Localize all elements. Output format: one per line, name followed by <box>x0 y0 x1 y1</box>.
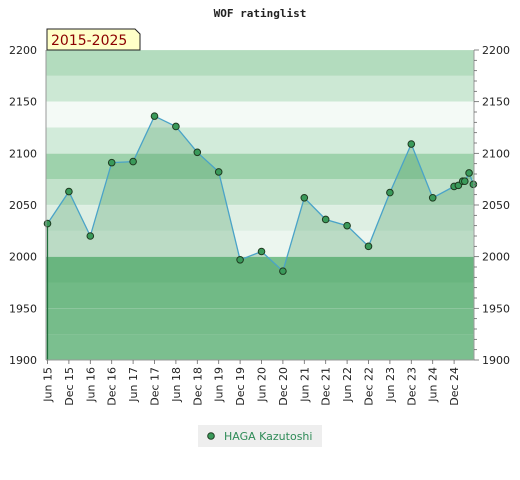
plot-area <box>43 49 478 361</box>
rating-band-3 <box>46 256 474 283</box>
x-tick-label-13: Dec 21 <box>320 367 333 406</box>
x-tick-label-8: Jun 19 <box>213 367 226 403</box>
series-markers <box>43 112 478 275</box>
x-tick-label-16: Jun 23 <box>384 367 397 403</box>
x-tick-label-11: Dec 20 <box>277 367 290 406</box>
data-point-12 <box>300 193 309 202</box>
rating-band-11 <box>46 50 474 76</box>
data-point-16 <box>386 188 394 197</box>
x-tick-label-5: Dec 17 <box>149 367 162 406</box>
x-tick-label-1: Dec 15 <box>63 367 76 406</box>
data-point-8 <box>214 168 223 176</box>
data-point-11 <box>279 267 287 275</box>
x-tick-label-15: Dec 22 <box>363 367 376 406</box>
y-tick-label-right-2: 2000 <box>482 251 510 264</box>
series-area <box>47 116 474 360</box>
x-tick-label-17: Dec 23 <box>405 367 418 406</box>
legend-marker <box>207 432 215 440</box>
data-point-5 <box>150 112 159 120</box>
x-tick-label-19: Dec 24 <box>448 367 461 406</box>
data-point-18 <box>428 193 437 202</box>
legend[interactable]: HAGA Kazutoshi <box>198 425 322 447</box>
y-tick-label-right-6: 2200 <box>482 44 510 57</box>
data-point-14 <box>343 221 351 230</box>
data-point-2 <box>86 232 95 240</box>
rating-band-2 <box>46 282 474 309</box>
x-axis: Jun 15 Dec 15 Jun 16 Dec 16 Jun 17 Dec 17 Jun … <box>42 359 474 406</box>
period-badge: 2015-2025 <box>46 28 141 51</box>
data-point-0 <box>43 219 52 228</box>
x-tick-label-14: Jun 22 <box>341 367 354 403</box>
x-tick-label-6: Jun 18 <box>170 367 183 403</box>
y-tick-label-left-3: 2050 <box>9 199 37 212</box>
y-tick-label-right-5: 2150 <box>482 96 510 109</box>
rating-band-10 <box>46 75 474 102</box>
y-axis-right: 1900 1950 2000 2050 2100 2150 2200 <box>473 44 510 367</box>
period-badge-label: 2015-2025 <box>51 33 127 49</box>
data-point-22 <box>461 177 469 186</box>
data-point-4 <box>129 157 137 166</box>
data-point-1 <box>65 187 73 196</box>
x-tick-label-7: Dec 18 <box>191 367 204 406</box>
chart-title: WOF ratinglist <box>214 7 307 20</box>
y-tick-label-left-1: 1950 <box>9 302 37 315</box>
y-tick-label-right-0: 1900 <box>482 354 510 367</box>
x-tick-label-4: Jun 17 <box>127 367 140 403</box>
legend-label: HAGA Kazutoshi <box>224 430 312 443</box>
y-tick-label-left-6: 2200 <box>9 44 37 57</box>
y-tick-label-left-2: 2000 <box>9 251 37 264</box>
rating-band-1 <box>46 308 474 335</box>
data-point-9 <box>236 255 244 264</box>
data-point-6 <box>172 122 180 131</box>
x-tick-label-9: Dec 19 <box>234 367 247 406</box>
y-tick-label-left-4: 2100 <box>9 147 37 160</box>
rating-band-6 <box>46 179 474 205</box>
rating-band-9 <box>46 101 474 128</box>
rating-band-8 <box>46 127 474 154</box>
data-point-3 <box>107 158 116 167</box>
x-tick-label-12: Jun 21 <box>298 367 311 403</box>
data-point-17 <box>407 140 416 148</box>
x-tick-label-10: Jun 20 <box>256 367 269 403</box>
rating-band-7 <box>46 153 474 180</box>
y-tick-label-right-3: 2050 <box>482 199 510 212</box>
x-tick-label-2: Jun 16 <box>84 367 97 403</box>
x-tick-label-18: Jun 24 <box>427 367 440 403</box>
y-axis-left: 1900 1950 2000 2050 2100 2150 2200 <box>9 44 47 367</box>
x-tick-label-0: Jun 15 <box>42 367 55 403</box>
y-tick-label-left-5: 2150 <box>9 96 37 109</box>
data-point-23 <box>465 169 473 177</box>
x-tick-label-3: Dec 16 <box>106 367 119 406</box>
y-tick-label-left-0: 1900 <box>9 354 37 367</box>
data-point-10 <box>257 247 266 256</box>
rating-band-5 <box>46 205 474 231</box>
data-point-13 <box>321 215 330 224</box>
data-point-7 <box>193 148 202 157</box>
legend-box <box>198 425 322 447</box>
y-tick-label-right-1: 1950 <box>482 302 510 315</box>
rating-band-0 <box>46 334 474 360</box>
data-point-15 <box>364 242 373 251</box>
y-tick-label-right-4: 2100 <box>482 147 510 160</box>
